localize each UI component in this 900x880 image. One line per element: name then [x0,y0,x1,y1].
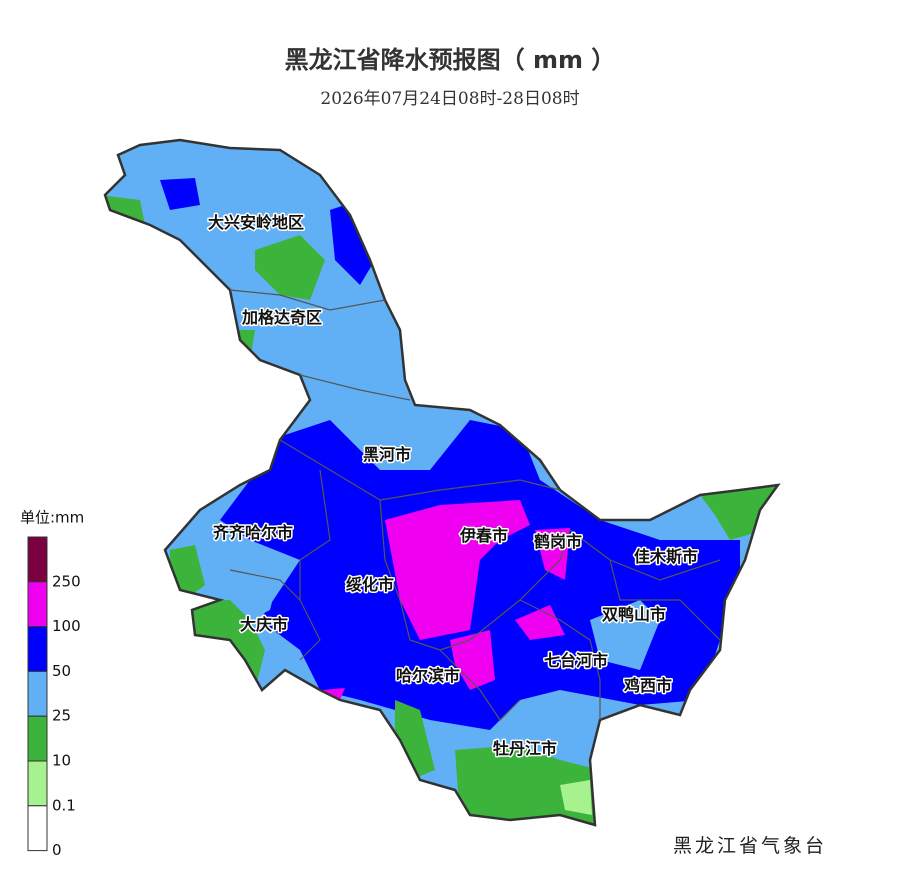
legend-swatch [27,581,48,628]
legend-label: 50 [52,662,71,680]
legend-label: 0 [52,841,62,859]
precip-field [105,140,778,825]
map-title: 黑龙江省降水预报图（ mm ） [285,46,616,74]
legend-swatch [27,670,48,717]
legend-swatch [27,760,48,807]
legend-swatch [27,715,48,762]
region-labels: 大兴安岭地区 加格达奇区 黑河市 齐齐哈尔市 伊春市 鹤岗市 佳木斯市 绥化市 … [206,212,699,760]
region-label: 加格达奇区 [241,308,322,327]
region-label: 佳木斯市 [634,547,698,566]
legend-label: 250 [52,572,81,590]
region-label: 牡丹江市 [493,739,557,758]
region-label: 黑河市 [363,445,411,464]
region-label: 七台河市 [544,651,608,670]
legend: 单位:mm 250 100 50 25 10 0.1 0 [20,509,84,860]
region-label: 伊春市 [459,526,508,545]
legend-label: 10 [52,752,71,770]
legend-label: 100 [52,617,81,635]
region-label: 绥化市 [346,575,394,594]
region-label: 齐齐哈尔市 [213,523,293,542]
region-label: 鹤岗市 [534,532,582,551]
region-label: 大庆市 [240,615,288,634]
legend-swatch [27,626,48,672]
map-subtitle: 2026年07月24日08时-28日08时 [320,89,579,109]
region-label: 鸡西市 [623,676,672,695]
legend-swatch [27,805,48,852]
legend-swatch [27,536,48,583]
legend-label: 0.1 [52,796,76,814]
legend-label: 25 [52,707,71,725]
region-label: 双鸭山市 [602,605,666,624]
legend-unit: 单位:mm [20,509,84,527]
region-label: 大兴安岭地区 [208,213,304,232]
region-label: 哈尔滨市 [396,666,460,685]
boundaries [229,289,721,721]
footer: 黑龙江省气象台 [673,835,827,857]
